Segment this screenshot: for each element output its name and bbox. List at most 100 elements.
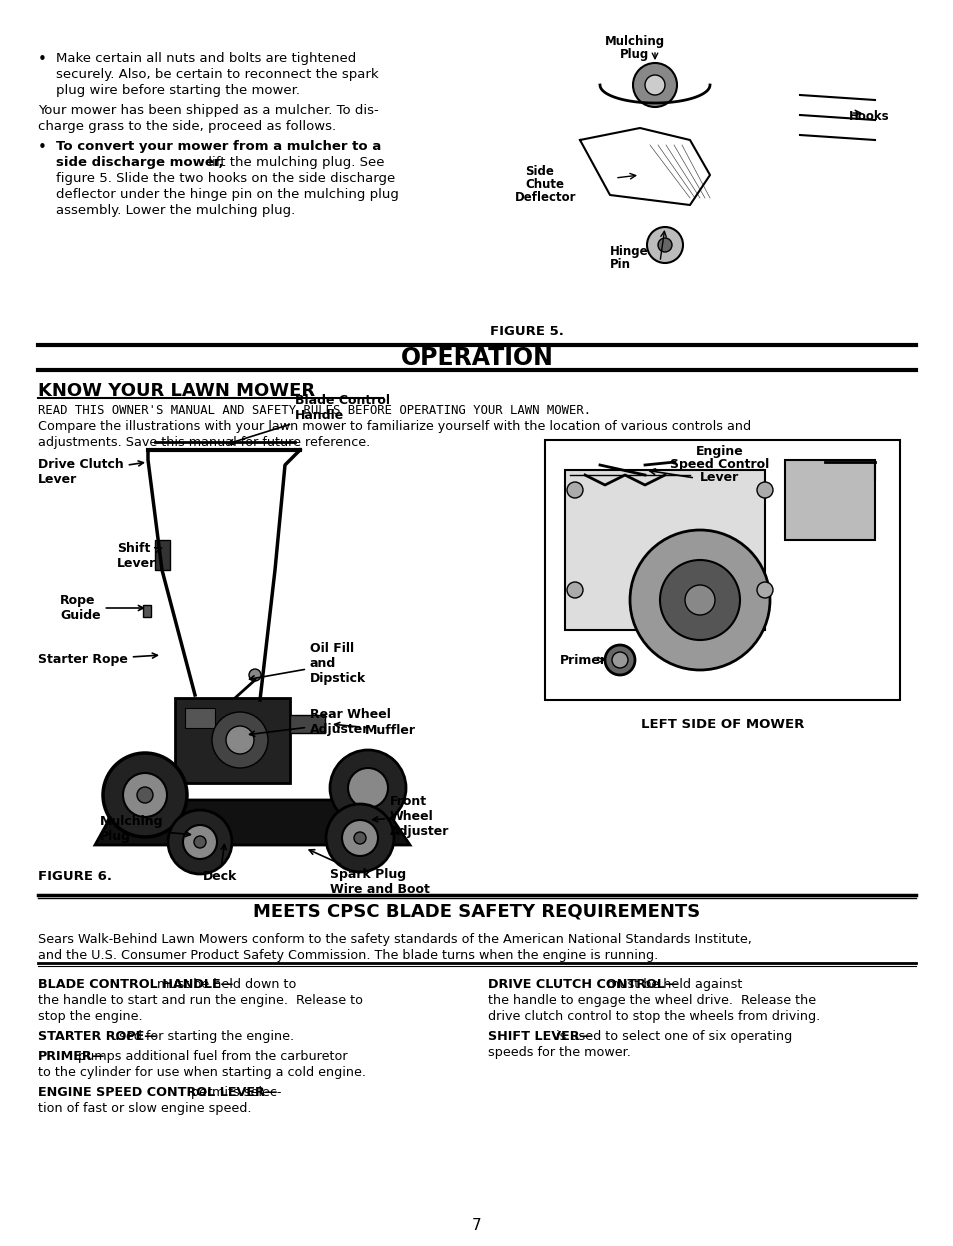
Text: MEETS CPSC BLADE SAFETY REQUIREMENTS: MEETS CPSC BLADE SAFETY REQUIREMENTS	[253, 903, 700, 921]
Text: Deflector: Deflector	[515, 191, 576, 204]
Text: deflector under the hinge pin on the mulching plug: deflector under the hinge pin on the mul…	[56, 188, 398, 201]
Text: to the cylinder for use when starting a cold engine.: to the cylinder for use when starting a …	[38, 1067, 366, 1079]
Circle shape	[249, 669, 261, 682]
Text: side discharge mower,: side discharge mower,	[56, 156, 223, 169]
Text: plug wire before starting the mower.: plug wire before starting the mower.	[56, 83, 299, 97]
Circle shape	[137, 787, 152, 802]
Circle shape	[644, 75, 664, 95]
Text: Shift
Lever: Shift Lever	[117, 542, 161, 569]
Text: pumps additional fuel from the carburetor: pumps additional fuel from the carbureto…	[77, 1050, 347, 1063]
Text: READ THIS OWNER'S MANUAL AND SAFETY RULES BEFORE OPERATING YOUR LAWN MOWER.: READ THIS OWNER'S MANUAL AND SAFETY RULE…	[38, 404, 591, 417]
Text: Front
Wheel
Adjuster: Front Wheel Adjuster	[373, 795, 449, 839]
Text: •: •	[38, 140, 47, 155]
Circle shape	[757, 482, 772, 498]
Text: Primer: Primer	[559, 653, 606, 667]
Bar	[185, 708, 214, 728]
Circle shape	[103, 753, 187, 837]
Text: Rear Wheel
Adjuster: Rear Wheel Adjuster	[250, 708, 391, 736]
Text: Pin: Pin	[609, 258, 630, 270]
Text: must be held down to: must be held down to	[156, 978, 295, 991]
Text: FIGURE 5.: FIGURE 5.	[490, 325, 563, 338]
Text: assembly. Lower the mulching plug.: assembly. Lower the mulching plug.	[56, 204, 294, 217]
Text: 7: 7	[472, 1219, 481, 1234]
Bar	[290, 715, 325, 733]
Text: the handle to start and run the engine.  Release to: the handle to start and run the engine. …	[38, 994, 363, 1007]
Circle shape	[633, 64, 677, 107]
Bar	[174, 698, 290, 782]
Bar	[544, 440, 899, 700]
Text: Muffler: Muffler	[335, 723, 416, 736]
Circle shape	[684, 586, 714, 616]
Text: must be held against: must be held against	[606, 978, 741, 991]
Text: Hooks: Hooks	[848, 110, 889, 123]
Text: drive clutch control to stop the wheels from driving.: drive clutch control to stop the wheels …	[488, 1011, 820, 1023]
Circle shape	[354, 832, 366, 844]
Circle shape	[646, 227, 682, 263]
Circle shape	[226, 726, 253, 754]
Text: Drive Clutch
Lever: Drive Clutch Lever	[38, 459, 143, 486]
Text: tion of fast or slow engine speed.: tion of fast or slow engine speed.	[38, 1101, 252, 1115]
Text: Mulching: Mulching	[604, 35, 664, 49]
Text: Engine: Engine	[696, 445, 743, 459]
Text: figure 5. Slide the two hooks on the side discharge: figure 5. Slide the two hooks on the sid…	[56, 172, 395, 184]
Text: DRIVE CLUTCH CONTROL—: DRIVE CLUTCH CONTROL—	[488, 978, 677, 991]
Text: PRIMER—: PRIMER—	[38, 1050, 105, 1063]
Circle shape	[757, 582, 772, 598]
Text: securely. Also, be certain to reconnect the spark: securely. Also, be certain to reconnect …	[56, 69, 378, 81]
Polygon shape	[95, 800, 410, 845]
Text: Compare the illustrations with your lawn mower to familiarize yourself with the : Compare the illustrations with your lawn…	[38, 420, 750, 434]
Circle shape	[212, 711, 268, 768]
Text: Mulching
Plug: Mulching Plug	[100, 815, 191, 844]
Circle shape	[348, 768, 388, 807]
Text: adjustments. Save this manual for future reference.: adjustments. Save this manual for future…	[38, 436, 370, 449]
Text: lift the mulching plug. See: lift the mulching plug. See	[204, 156, 384, 169]
Text: STARTER ROPE—: STARTER ROPE—	[38, 1030, 156, 1043]
Circle shape	[612, 652, 627, 668]
Text: Sears Walk-Behind Lawn Mowers conform to the safety standards of the American Na: Sears Walk-Behind Lawn Mowers conform to…	[38, 933, 751, 946]
Circle shape	[604, 645, 635, 675]
Circle shape	[566, 582, 582, 598]
Text: To convert your mower from a mulcher to a: To convert your mower from a mulcher to …	[56, 140, 381, 153]
Circle shape	[659, 559, 740, 640]
Text: BLADE CONTROL HANDLE—: BLADE CONTROL HANDLE—	[38, 978, 233, 991]
Text: is used to select one of six operating: is used to select one of six operating	[556, 1030, 791, 1043]
Circle shape	[168, 810, 232, 873]
Text: Speed Control: Speed Control	[670, 459, 769, 471]
Text: Rope
Guide: Rope Guide	[60, 594, 143, 622]
Text: Lever: Lever	[700, 471, 739, 483]
Circle shape	[629, 530, 769, 670]
Text: Your mower has been shipped as a mulcher. To dis-: Your mower has been shipped as a mulcher…	[38, 103, 378, 117]
Text: OPERATION: OPERATION	[400, 345, 553, 370]
Circle shape	[658, 238, 671, 252]
Bar	[154, 540, 170, 569]
Circle shape	[341, 820, 377, 856]
Text: Plug: Plug	[619, 49, 649, 61]
Bar	[784, 460, 874, 540]
Text: KNOW YOUR LAWN MOWER: KNOW YOUR LAWN MOWER	[38, 383, 314, 400]
Bar	[143, 606, 151, 617]
Circle shape	[123, 773, 167, 817]
Text: Oil Fill
and
Dipstick: Oil Fill and Dipstick	[250, 642, 366, 685]
Text: Chute: Chute	[524, 178, 563, 191]
Text: the handle to engage the wheel drive.  Release the: the handle to engage the wheel drive. Re…	[488, 994, 815, 1007]
Text: •: •	[38, 52, 47, 67]
Circle shape	[326, 804, 394, 872]
Text: Make certain all nuts and bolts are tightened: Make certain all nuts and bolts are tigh…	[56, 52, 355, 65]
Bar	[564, 470, 764, 630]
Text: Spark Plug
Wire and Boot: Spark Plug Wire and Boot	[309, 850, 430, 896]
Text: ENGINE SPEED CONTROL LEVER—: ENGINE SPEED CONTROL LEVER—	[38, 1087, 277, 1099]
Text: used for starting the engine.: used for starting the engine.	[112, 1030, 294, 1043]
Text: LEFT SIDE OF MOWER: LEFT SIDE OF MOWER	[640, 718, 803, 731]
Circle shape	[183, 825, 216, 858]
Text: Blade Control
Handle: Blade Control Handle	[228, 394, 390, 445]
Text: speeds for the mower.: speeds for the mower.	[488, 1045, 630, 1059]
Text: Hinge: Hinge	[609, 245, 648, 258]
Circle shape	[566, 482, 582, 498]
Text: FIGURE 6.: FIGURE 6.	[38, 870, 112, 883]
Text: Starter Rope: Starter Rope	[38, 653, 157, 667]
Circle shape	[330, 750, 406, 826]
Text: permits selec-: permits selec-	[191, 1087, 281, 1099]
Circle shape	[193, 836, 206, 849]
Text: SHIFT LEVER—: SHIFT LEVER—	[488, 1030, 592, 1043]
Text: and the U.S. Consumer Product Safety Commission. The blade turns when the engine: and the U.S. Consumer Product Safety Com…	[38, 949, 658, 962]
